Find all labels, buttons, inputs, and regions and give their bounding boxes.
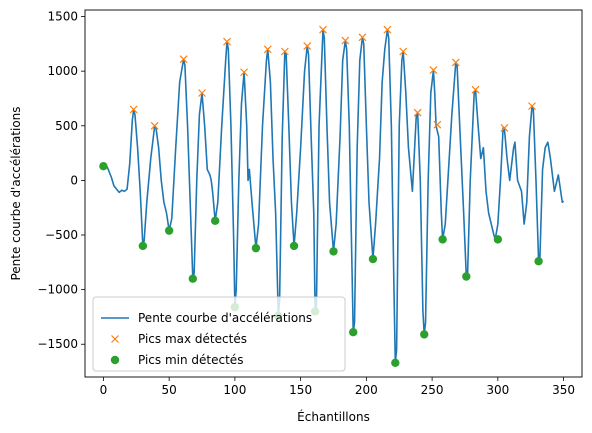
min-peak-marker [438,235,447,244]
min-peak-marker [534,257,543,266]
max-peak-marker [319,25,327,34]
y-tick-label: 1000 [47,64,78,78]
legend-label: Pente courbe d'accélérations [138,311,312,325]
max-peak-marker [341,36,350,45]
series-line-0 [103,28,565,364]
min-peak-marker [164,226,174,235]
x-tick-label: 200 [355,383,378,397]
legend-x-swatch [111,335,119,343]
legend-label: Pics max détectés [138,332,247,346]
max-peak-marker [433,120,442,129]
y-tick-label: 1500 [47,10,78,24]
min-peak-marker [462,272,471,281]
max-peak-marker [150,121,159,130]
x-tick-label: 150 [289,383,312,397]
x-tick-label: 0 [100,383,108,397]
max-peak-marker [500,124,509,132]
legend-dot-swatch [110,355,120,365]
y-tick-label: −500 [45,228,78,242]
legend-label: Pics min détectés [138,353,243,367]
y-axis-label: Pente courbe d'accélérations [9,106,23,280]
max-peak-marker [429,66,438,74]
max-peak-marker [413,108,422,117]
legend-item: Pics min détectés [110,353,243,367]
max-peak-marker [263,45,272,54]
max-peak-marker [280,47,289,56]
max-peak-marker [383,25,392,34]
y-axis-ticks: −1500 −1000 −500 0 500 1000 1500 [37,10,85,351]
min-peak-marker [99,161,108,171]
min-peak-marker [329,247,338,256]
max-peak-marker [451,58,460,67]
min-peak-marker [138,241,148,251]
max-peak-marker [528,102,536,111]
x-tick-label: 250 [421,383,444,397]
legend-item: Pics max détectés [111,332,247,346]
legend-item: Pente courbe d'accélérations [101,311,312,325]
min-peak-marker [188,274,198,283]
x-tick-label: 50 [162,383,177,397]
y-tick-label: 0 [70,173,78,187]
y-tick-label: −1000 [37,283,78,297]
x-tick-label: 350 [552,383,575,397]
x-axis-ticks: 0 50 100 150 200 250 300 350 [100,377,575,397]
max-peak-marker [471,85,480,94]
min-peak-marker [368,254,378,264]
min-peak-marker [391,358,400,368]
markers-layer [99,25,543,368]
min-peak-marker [493,235,503,244]
x-axis-label: Échantillons [297,409,370,424]
min-peak-marker [289,241,299,251]
max-peak-marker [358,33,367,42]
x-tick-label: 100 [223,383,246,397]
series-layer [103,28,565,364]
min-peak-marker [210,216,220,226]
max-peak-marker [399,47,408,56]
min-peak-marker [349,328,358,337]
x-tick-label: 300 [486,383,509,397]
max-peak-marker [198,89,206,97]
max-peak-marker [303,42,312,50]
y-tick-label: 500 [55,119,78,133]
min-peak-marker [251,243,261,253]
max-peak-marker [129,105,138,114]
max-peak-marker [179,55,188,64]
legend: Pente courbe d'accélérations Pics max dét… [92,296,346,372]
plot-frame [84,9,583,378]
max-peak-marker [223,37,231,46]
max-peak-marker [240,68,249,77]
y-tick-label: −1500 [37,337,78,351]
min-peak-marker [420,330,429,339]
legend-box [92,296,346,372]
